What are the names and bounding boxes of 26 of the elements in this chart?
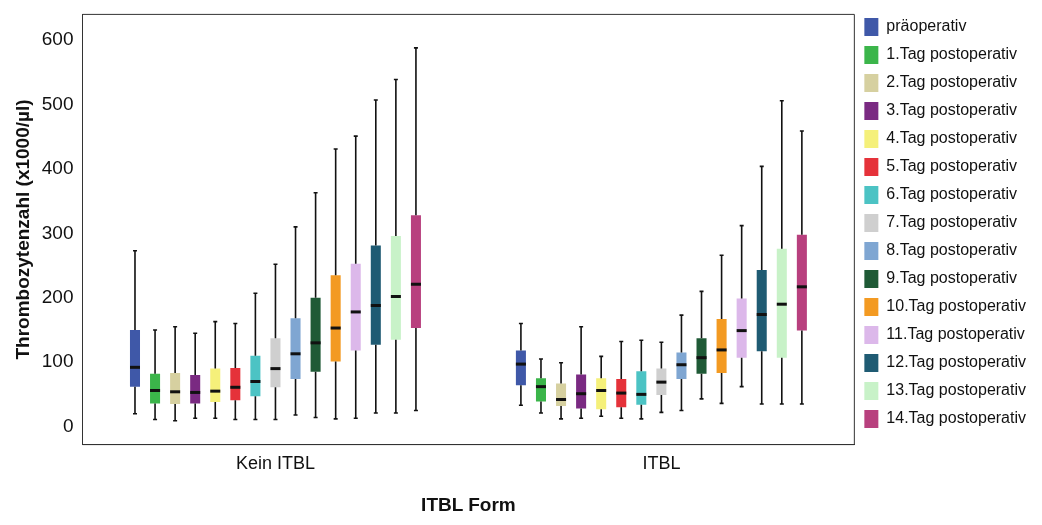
- legend-label: 11.Tag postoperativ: [886, 325, 1025, 343]
- y-tick-label: 100: [41, 350, 74, 372]
- legend-label: 12.Tag postoperativ: [886, 353, 1027, 371]
- y-tick-label: 0: [62, 414, 74, 436]
- x-axis-title: ITBL Form: [421, 493, 516, 515]
- legend-label: 9.Tag postoperativ: [886, 269, 1018, 287]
- legend-label: 8.Tag postoperativ: [886, 241, 1018, 259]
- x-tick-label: Kein ITBL: [235, 453, 315, 474]
- legend-label: 5.Tag postoperativ: [886, 157, 1018, 175]
- y-tick-label: 500: [41, 92, 74, 114]
- legend-label: 1.Tag postoperativ: [886, 45, 1018, 63]
- y-tick-label: 600: [41, 28, 74, 50]
- legend-label: 4.Tag postoperativ: [886, 129, 1018, 147]
- legend-label: 6.Tag postoperativ: [886, 185, 1018, 203]
- legend-label: 13.Tag postoperativ: [886, 381, 1027, 399]
- legend-label: 2.Tag postoperativ: [886, 73, 1018, 91]
- y-tick-label: 200: [41, 286, 74, 307]
- legend-label: 14.Tag postoperativ: [886, 409, 1027, 427]
- legend-label: präoperativ: [886, 17, 967, 35]
- y-axis-title: Thrombozytenzahl (x1000/µl): [11, 99, 33, 360]
- y-tick-label: 300: [41, 221, 74, 243]
- x-tick-label: ITBL: [642, 453, 681, 474]
- legend-label: 10.Tag postoperativ: [886, 297, 1027, 315]
- legend-label: 3.Tag postoperativ: [886, 101, 1018, 119]
- legend-label: 7.Tag postoperativ: [886, 213, 1018, 231]
- y-tick-label: 400: [41, 157, 74, 179]
